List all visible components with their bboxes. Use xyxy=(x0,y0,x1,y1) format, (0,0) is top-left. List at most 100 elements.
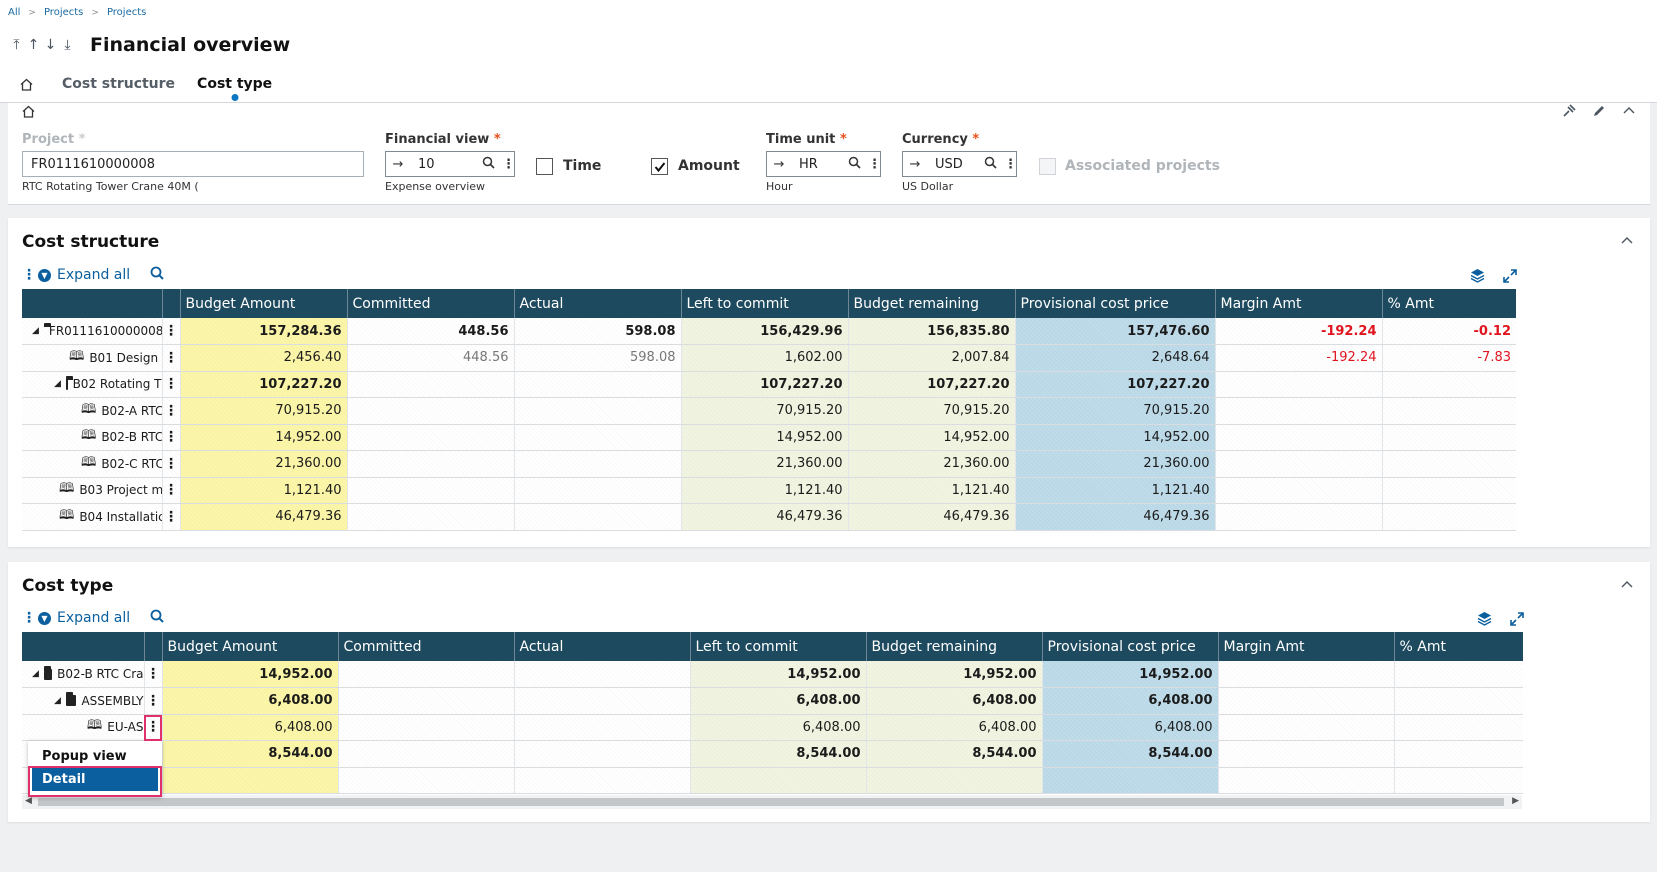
cell-budget-amount[interactable] xyxy=(161,767,338,794)
tree-cell[interactable]: 🕮 B02-B RTC xyxy=(22,424,162,451)
layers-icon[interactable] xyxy=(1470,268,1485,287)
last-record-icon[interactable]: ⤓ xyxy=(64,37,71,53)
cell-left-to-commit[interactable]: 107,227.20 xyxy=(680,371,848,398)
cell-budget-remaining[interactable]: 70,915.20 xyxy=(847,397,1015,425)
cell-provisional-cost-price[interactable]: 14,952.00 xyxy=(1041,661,1218,688)
cell-margin-amt[interactable] xyxy=(1214,371,1382,398)
more-menu-icon[interactable]: ⋮ xyxy=(502,156,515,172)
collapse-triangle-icon[interactable]: ◢ xyxy=(32,326,39,336)
cell-pct-amt[interactable] xyxy=(1381,450,1516,478)
cell-left-to-commit[interactable]: 46,479.36 xyxy=(680,503,848,531)
cell-budget-remaining[interactable]: 6,408.00 xyxy=(865,714,1042,741)
cell-actual[interactable] xyxy=(513,767,690,794)
table-row[interactable]: 8,544.00 8,544.00 8,544.00 8,544.00 xyxy=(22,740,1523,768)
cell-provisional-cost-price[interactable]: 107,227.20 xyxy=(1014,371,1215,398)
fullscreen-icon[interactable] xyxy=(1510,611,1524,630)
layers-icon[interactable] xyxy=(1477,611,1492,630)
table-row[interactable]: 🕮 B02-B RTC ⋮ 14,952.00 14,952.00 14,952.00 14… xyxy=(22,424,1516,451)
cell-margin-amt[interactable] xyxy=(1217,661,1394,688)
cell-budget-amount[interactable]: 21,360.00 xyxy=(179,450,347,478)
cell-budget-remaining[interactable]: 46,479.36 xyxy=(847,503,1015,531)
home-icon[interactable] xyxy=(20,74,40,94)
expand-all-link[interactable]: Expand all xyxy=(57,267,131,283)
col-budget-amount[interactable]: Budget Amount xyxy=(179,289,347,318)
cell-provisional-cost-price[interactable]: 2,648.64 xyxy=(1014,344,1215,372)
first-record-icon[interactable]: ⤒ xyxy=(13,37,20,53)
table-row[interactable]: 🕮 B02-C RTC ⋮ 21,360.00 21,360.00 21,360.00 21… xyxy=(22,450,1516,478)
amount-checkbox[interactable] xyxy=(651,158,668,175)
tree-cell[interactable]: 🕮 EU-AS xyxy=(22,714,144,741)
cell-pct-amt[interactable] xyxy=(1393,661,1523,688)
cell-margin-amt[interactable] xyxy=(1214,397,1382,425)
cell-actual[interactable] xyxy=(513,424,681,451)
cell-margin-amt[interactable]: -192.24 xyxy=(1214,318,1382,345)
chevron-up-icon[interactable] xyxy=(1622,103,1636,122)
col-provisional-cost-price[interactable]: Provisional cost price xyxy=(1014,289,1215,318)
tree-cell[interactable]: ◢ ASSEMBLY xyxy=(22,687,144,715)
table-row[interactable]: 🕮 B04 Installatic ⋮ 46,479.36 46,479.36 46,47… xyxy=(22,503,1516,531)
cell-budget-remaining[interactable]: 14,952.00 xyxy=(847,424,1015,451)
tree-cell[interactable]: 🕮 B02-A RTC xyxy=(22,397,162,425)
collapse-triangle-icon[interactable]: ◢ xyxy=(54,695,61,706)
cell-margin-amt[interactable] xyxy=(1217,767,1394,794)
cell-budget-remaining[interactable]: 6,408.00 xyxy=(865,687,1042,715)
cell-actual[interactable]: 598.08 xyxy=(513,318,681,345)
cell-margin-amt[interactable] xyxy=(1217,714,1394,741)
cell-committed[interactable]: 448.56 xyxy=(346,318,514,345)
cell-left-to-commit[interactable]: 70,915.20 xyxy=(680,397,848,425)
cell-actual[interactable] xyxy=(513,450,681,478)
cell-provisional-cost-price[interactable]: 14,952.00 xyxy=(1014,424,1215,451)
table-row[interactable]: 🕮 B02-A RTC ⋮ 70,915.20 70,915.20 70,915.20 70… xyxy=(22,397,1516,425)
search-icon[interactable] xyxy=(848,156,868,173)
cell-budget-amount[interactable]: 14,952.00 xyxy=(161,661,338,688)
cell-provisional-cost-price[interactable]: 157,476.60 xyxy=(1014,318,1215,345)
col-budget-amount[interactable]: Budget Amount xyxy=(161,632,338,661)
cell-left-to-commit[interactable]: 1,602.00 xyxy=(680,344,848,372)
cell-budget-amount[interactable]: 14,952.00 xyxy=(179,424,347,451)
cell-budget-remaining[interactable]: 107,227.20 xyxy=(847,371,1015,398)
row-menu-icon[interactable]: ⋮ xyxy=(143,687,162,715)
grid-menu-icon[interactable]: ⋮ xyxy=(22,610,36,626)
financial-view-field[interactable]: → 10 ⋮ xyxy=(385,151,515,177)
search-icon[interactable] xyxy=(150,266,164,284)
tree-cell[interactable]: 🕮 B02-C RTC xyxy=(22,450,162,478)
cell-pct-amt[interactable]: -7.83 xyxy=(1381,344,1516,372)
menu-item-detail[interactable]: Detail xyxy=(32,768,158,791)
cell-left-to-commit[interactable]: 14,952.00 xyxy=(689,661,866,688)
chevron-up-icon[interactable] xyxy=(1620,234,1634,252)
col-margin-amt[interactable]: Margin Amt xyxy=(1217,632,1394,661)
cell-left-to-commit[interactable]: 6,408.00 xyxy=(689,687,866,715)
col-actual[interactable]: Actual xyxy=(513,632,690,661)
cell-budget-amount[interactable]: 6,408.00 xyxy=(161,714,338,741)
cell-budget-remaining[interactable]: 21,360.00 xyxy=(847,450,1015,478)
breadcrumb-projects-current[interactable]: Projects xyxy=(106,7,147,18)
cell-provisional-cost-price[interactable]: 1,121.40 xyxy=(1014,477,1215,504)
scrollbar-thumb[interactable] xyxy=(38,798,1504,806)
cell-left-to-commit[interactable] xyxy=(689,767,866,794)
expand-all-icon[interactable]: ▼ xyxy=(38,268,51,282)
cell-margin-amt[interactable] xyxy=(1214,503,1382,531)
cell-left-to-commit[interactable]: 8,544.00 xyxy=(689,740,866,768)
col-pct-amt[interactable]: % Amt xyxy=(1393,632,1523,661)
cell-provisional-cost-price[interactable]: 8,544.00 xyxy=(1041,740,1218,768)
time-unit-field[interactable]: → HR ⋮ xyxy=(766,151,881,177)
menu-item-popup-view[interactable]: Popup view xyxy=(42,749,127,764)
col-pct-amt[interactable]: % Amt xyxy=(1381,289,1516,318)
edit-icon[interactable] xyxy=(1592,103,1606,122)
cell-actual[interactable] xyxy=(513,661,690,688)
currency-field[interactable]: → USD ⋮ xyxy=(902,151,1017,177)
cell-left-to-commit[interactable]: 156,429.96 xyxy=(680,318,848,345)
table-row[interactable] xyxy=(22,767,1523,794)
cell-pct-amt[interactable] xyxy=(1381,477,1516,504)
cell-actual[interactable] xyxy=(513,477,681,504)
search-icon[interactable] xyxy=(984,156,1004,173)
tree-cell[interactable]: ◢ FR0111610000008 xyxy=(22,318,162,345)
cell-committed[interactable] xyxy=(337,687,514,715)
cell-pct-amt[interactable] xyxy=(1393,714,1523,741)
cell-provisional-cost-price[interactable]: 6,408.00 xyxy=(1041,714,1218,741)
cell-budget-amount[interactable]: 8,544.00 xyxy=(161,740,338,768)
table-row[interactable]: 🕮 EU-AS ⋮ 6,408.00 6,408.00 6,408.00 6,408.00 xyxy=(22,714,1523,741)
cell-actual[interactable]: 598.08 xyxy=(513,344,681,372)
cell-provisional-cost-price[interactable]: 6,408.00 xyxy=(1041,687,1218,715)
row-menu-icon[interactable]: ⋮ xyxy=(161,450,180,478)
